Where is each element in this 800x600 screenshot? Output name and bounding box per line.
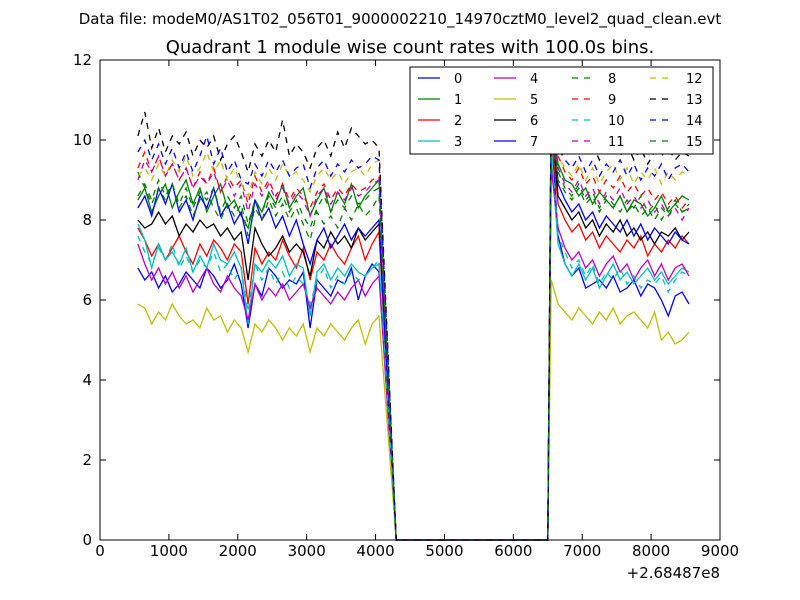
y-tick-label: 8 — [82, 211, 92, 229]
legend-label-14: 14 — [686, 114, 703, 129]
series-line-11 — [137, 131, 690, 541]
y-tick-label: 12 — [73, 51, 92, 69]
series-line-6 — [137, 115, 690, 541]
x-tick-label: 2000 — [219, 542, 257, 560]
series-line-9 — [137, 107, 690, 541]
legend-label-5: 5 — [530, 93, 538, 108]
legend-label-11: 11 — [608, 135, 625, 150]
legend-label-1: 1 — [454, 93, 462, 108]
x-offset-label: +2.68487e8 — [627, 564, 720, 582]
legend-label-12: 12 — [686, 72, 703, 87]
series-line-0 — [137, 127, 690, 541]
x-tick-label: 9000 — [701, 542, 739, 560]
x-tick-label: 7000 — [563, 542, 601, 560]
axis-ticks: 0 1000 2000 3000 4000 5000 6000 7000 8000 9000 0 2 4… — [73, 51, 739, 560]
series-line-15 — [137, 127, 690, 541]
legend-label-15: 15 — [686, 135, 703, 150]
series-line-4 — [137, 167, 690, 541]
y-tick-label: 4 — [82, 371, 92, 389]
series-line-7 — [137, 91, 690, 541]
x-tick-label: 4000 — [356, 542, 394, 560]
x-tick-label: 8000 — [632, 542, 670, 560]
y-tick-label: 0 — [82, 531, 92, 549]
legend-label-4: 4 — [530, 72, 538, 87]
series-line-8 — [137, 123, 690, 541]
x-tick-label: 3000 — [288, 542, 326, 560]
x-tick-label: 5000 — [425, 542, 463, 560]
series-layer — [137, 91, 690, 541]
y-tick-label: 10 — [73, 131, 92, 149]
series-line-2 — [137, 135, 690, 541]
x-tick-label: 1000 — [150, 542, 188, 560]
plot-frame — [99, 59, 721, 541]
series-line-3 — [137, 155, 690, 541]
legend-label-3: 3 — [454, 135, 462, 150]
legend-box — [409, 66, 714, 155]
legend-label-10: 10 — [608, 114, 625, 129]
legend-label-0: 0 — [454, 72, 462, 87]
legend-label-13: 13 — [686, 93, 703, 108]
x-tick-label: 0 — [95, 542, 105, 560]
series-line-14 — [137, 103, 690, 541]
figure-suptitle: Data file: modeM0/AS1T02_056T01_90000022… — [79, 10, 722, 29]
legend-label-9: 9 — [608, 93, 616, 108]
y-tick-label: 2 — [82, 451, 92, 469]
chart-title: Quadrant 1 module wise count rates with … — [166, 37, 655, 58]
legend-label-8: 8 — [608, 72, 616, 87]
legend-label-2: 2 — [454, 114, 462, 129]
y-tick-label: 6 — [82, 291, 92, 309]
series-line-12 — [137, 115, 690, 541]
x-tick-label: 6000 — [494, 542, 532, 560]
series-line-10 — [137, 143, 690, 541]
series-line-5 — [137, 279, 690, 541]
legend-label-7: 7 — [530, 135, 538, 150]
legend-label-6: 6 — [530, 114, 538, 129]
